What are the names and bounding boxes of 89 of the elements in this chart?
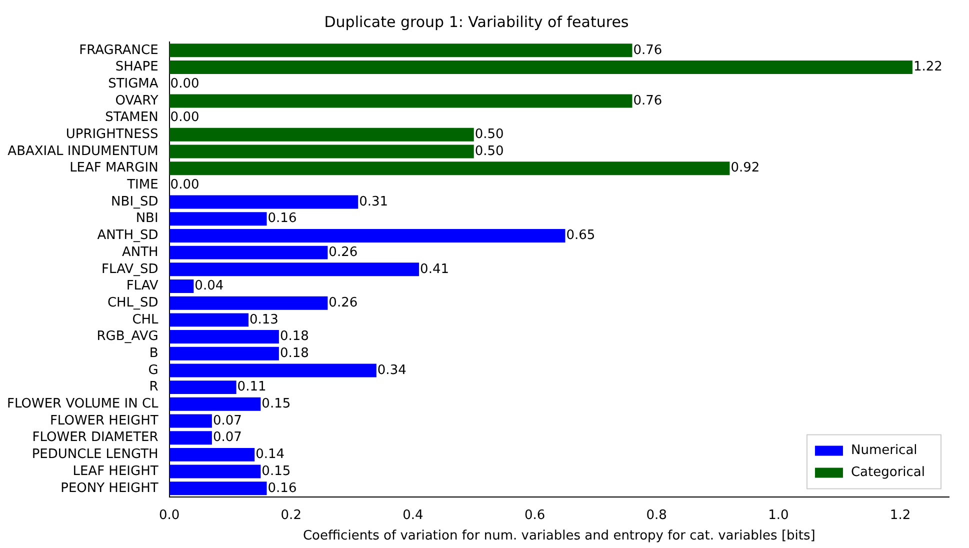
data-label: 0.14 [256, 447, 285, 462]
x-axis-title: Coefficients of variation for num. variables and entropy for cat. variables [bits] [302, 528, 816, 544]
data-label: 0.16 [268, 211, 297, 226]
data-label: 0.76 [633, 93, 662, 108]
y-tick-label: STIGMA [108, 76, 158, 92]
y-tick-label: PEDUNCLE LENGTH [32, 447, 158, 462]
y-tick-label: FLAV [126, 278, 158, 294]
data-label: 0.26 [328, 244, 358, 260]
data-label: 0.18 [280, 346, 309, 361]
y-tick-label: TIME [126, 178, 158, 193]
data-label: 0.65 [566, 228, 596, 244]
data-label: 0.15 [262, 464, 291, 479]
bar [169, 414, 212, 428]
chart-title: Duplicate group 1: Variability of features [324, 12, 629, 31]
data-label: 0.00 [170, 76, 200, 92]
bar [169, 346, 279, 360]
bar [169, 296, 328, 310]
bar [169, 212, 267, 226]
x-tick-label: 1.0 [768, 508, 789, 523]
bar [169, 431, 212, 445]
y-tick-label: SHAPE [115, 60, 158, 75]
y-tick-label: ABAXIAL INDUMENTUM [8, 144, 158, 159]
y-tick-label: NBI [136, 211, 158, 226]
data-label: 0.50 [474, 127, 504, 142]
data-label: 0.18 [280, 329, 309, 344]
x-tick-label: 0.4 [402, 508, 424, 523]
y-tick-label: FLOWER VOLUME IN CL [6, 396, 160, 412]
y-tick-label: NBI_SD [111, 194, 158, 210]
bar [169, 397, 261, 411]
bar [169, 228, 566, 242]
x-tick-label: 0.6 [524, 508, 546, 523]
y-tick-label: FLOWER HEIGHT [50, 413, 158, 428]
y-tick-label: ANTH_SD [97, 228, 158, 244]
bar [169, 162, 730, 176]
y-tick-label: UPRIGHTNESS [66, 127, 158, 142]
bar [169, 144, 474, 158]
bar [169, 44, 632, 58]
x-tick-label: 0.8 [646, 508, 667, 523]
data-label: 0.07 [212, 430, 242, 446]
x-tick-label: 0.2 [280, 508, 302, 523]
y-tick-label: PEONY HEIGHT [60, 480, 158, 496]
data-label: 0.41 [420, 262, 450, 277]
bar [169, 195, 358, 209]
bar [169, 482, 267, 496]
y-tick-label: LEAF HEIGHT [72, 464, 158, 479]
bar [169, 380, 236, 394]
data-label: 0.00 [170, 110, 200, 126]
data-label: 0.07 [212, 413, 242, 428]
bar [169, 246, 328, 260]
data-label: 0.11 [237, 380, 266, 395]
bar [169, 94, 632, 108]
x-tick-label: 0.0 [158, 508, 180, 523]
legend-label: Categorical [850, 465, 926, 480]
y-tick-label: CHL_SD [107, 295, 158, 310]
y-tick-label: CHL [132, 312, 160, 328]
bar [169, 313, 248, 327]
y-tick-label: FLOWER DIAMETER [32, 430, 158, 446]
data-label: 0.31 [359, 194, 388, 210]
bar [169, 128, 474, 142]
y-tick-label: B [149, 346, 158, 361]
data-label: 0.15 [262, 396, 291, 412]
bar [169, 280, 194, 293]
legend-label: Numerical [850, 443, 918, 458]
y-tick-label: OVARY [115, 93, 158, 108]
y-tick-label: R [149, 380, 158, 395]
bar [169, 464, 261, 478]
y-tick-label: G [148, 362, 158, 378]
data-label: 0.04 [194, 278, 224, 294]
data-label: 0.34 [377, 362, 406, 378]
bar [169, 60, 912, 74]
x-tick-label: 1.2 [890, 508, 911, 523]
y-tick-label: FRAGRANCE [79, 42, 158, 58]
data-label: 0.76 [633, 42, 662, 58]
y-tick-label: FLAV_SD [102, 262, 158, 277]
y-tick-label: STAMEN [105, 110, 158, 126]
data-label: 0.00 [170, 178, 200, 193]
data-label: 0.16 [268, 480, 297, 496]
data-label: 0.50 [474, 144, 504, 159]
bar [169, 330, 279, 344]
data-label: 0.26 [328, 295, 358, 310]
bar [169, 448, 255, 462]
data-label: 0.13 [249, 312, 278, 328]
y-tick-label: LEAF MARGIN [70, 160, 158, 176]
y-tick-label: ANTH [122, 244, 158, 260]
bar [169, 364, 376, 378]
data-label: 0.92 [730, 160, 760, 176]
data-label: 1.22 [913, 60, 942, 75]
bar [169, 262, 420, 276]
y-tick-label: RGB_AVG [96, 329, 158, 344]
